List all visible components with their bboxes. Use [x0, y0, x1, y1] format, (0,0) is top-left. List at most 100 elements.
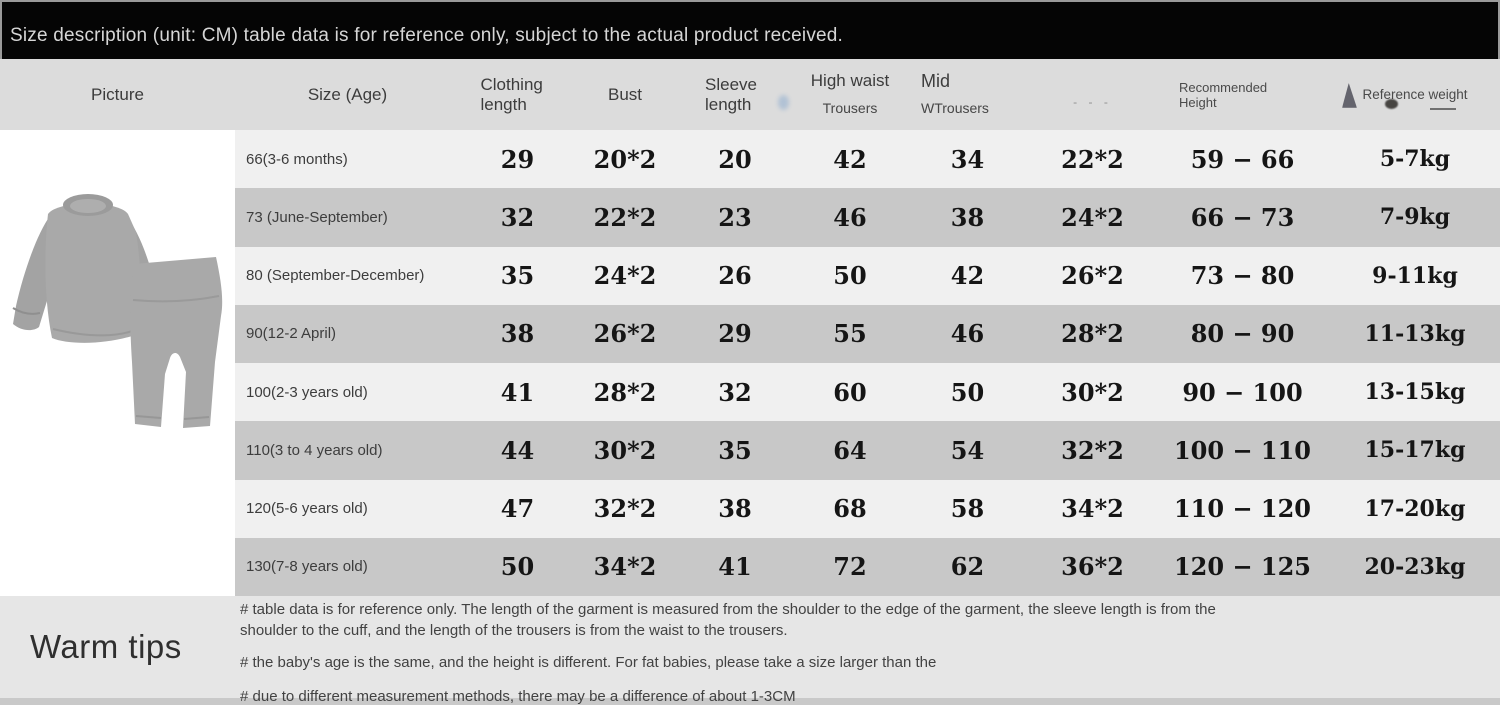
picture-column-cell — [0, 537, 235, 596]
unlabeled-value-cell: 34*2 — [1061, 494, 1124, 524]
mid-waist-trousers-cell: 34 — [950, 144, 985, 174]
bust-cell: 28*2 — [593, 377, 657, 407]
header-unlabeled-column: - - - — [1030, 59, 1155, 130]
warm-tips-title: Warm tips — [30, 628, 182, 665]
unlabeled-value-cell: 26*2 — [1061, 261, 1124, 291]
clothing-length-cell: 44 — [500, 435, 535, 465]
high-waist-trousers-cell: 72 — [833, 552, 867, 582]
header-recommended-height: Recommended Height — [1155, 59, 1330, 130]
header-recommended-height-label: Recommended Height — [1179, 79, 1268, 110]
high-waist-trousers-cell: 60 — [833, 377, 867, 407]
size-age-cell: 130(7-8 years old) — [246, 558, 368, 576]
warm-tip-item: # the baby's age is the same, and the he… — [240, 654, 937, 671]
clothing-length-cell: 35 — [500, 261, 535, 291]
sleeve-length-cell: 23 — [718, 202, 752, 232]
header-sleeve-length-label: Sleeve length — [705, 74, 757, 114]
header-clothing-length-label: Clothing length — [480, 74, 543, 114]
product-photo — [12, 194, 223, 428]
mid-waist-trousers-cell: 46 — [950, 319, 985, 349]
unlabeled-value-cell: 28*2 — [1061, 319, 1124, 349]
sleeve-length-cell: 38 — [718, 494, 752, 524]
reference-weight-cell: 7-9kg — [1379, 204, 1451, 231]
bust-cell: 24*2 — [593, 261, 657, 291]
header-high-waist-trousers: High waist Trousers — [795, 59, 905, 130]
reference-weight-cell: 20-23kg — [1364, 553, 1466, 580]
header-size-age: Size (Age) — [235, 59, 460, 130]
clothing-length-cell: 47 — [500, 494, 535, 524]
header-mid-label: Mid — [921, 71, 951, 91]
table-body: 66(3-6 months) 29 20*2 20 42 34 22*2 59 … — [0, 130, 1500, 596]
header-unlabeled-marks: - - - — [1073, 95, 1112, 109]
table-row: 66(3-6 months) 29 20*2 20 42 34 22*2 59 … — [0, 130, 1500, 189]
header-high-waist-label: High waist — [810, 71, 890, 90]
bust-cell: 30*2 — [593, 435, 657, 465]
smudge-artifact — [1342, 83, 1357, 108]
banner-text: Size description (unit: CM) table data i… — [10, 24, 844, 46]
unlabeled-value-cell: 32*2 — [1061, 435, 1124, 465]
header-reference-weight: Reference weight — [1330, 59, 1500, 130]
reference-weight-cell: 11-13kg — [1364, 320, 1466, 347]
sleeve-length-cell: 41 — [718, 552, 752, 582]
warm-tips-body: # table data is for reference only. The … — [235, 596, 1265, 705]
recommended-height-cell: 73 − 80 — [1190, 261, 1295, 291]
recommended-height-cell: 66 − 73 — [1190, 202, 1295, 232]
reference-weight-cell: 15-17kg — [1364, 437, 1466, 464]
clothing-length-cell: 50 — [500, 552, 535, 582]
warm-tip-item: # table data is for reference only. The … — [240, 601, 1216, 639]
banner: Size description (unit: CM) table data i… — [0, 0, 1500, 59]
sleeve-length-cell: 35 — [718, 435, 752, 465]
header-high-waist-sublabel: Trousers — [822, 100, 878, 116]
bottom-edge-strip — [0, 698, 1500, 705]
header-reference-weight-label: Reference weight — [1362, 86, 1468, 102]
mid-waist-trousers-cell: 62 — [950, 552, 985, 582]
size-age-cell: 66(3-6 months) — [246, 150, 348, 168]
mid-waist-trousers-cell: 38 — [950, 202, 985, 232]
header-bust: Bust — [575, 59, 675, 130]
header-bust-label: Bust — [607, 84, 643, 104]
header-clothing-length: Clothing length — [460, 59, 575, 130]
bust-cell: 22*2 — [593, 202, 657, 232]
recommended-height-cell: 100 − 110 — [1173, 435, 1311, 465]
unlabeled-value-cell: 30*2 — [1061, 377, 1124, 407]
header-mid-sublabel: WTrousers — [921, 100, 989, 116]
warm-tip-item: # due to different measurement methods, … — [240, 688, 796, 705]
clothing-length-cell: 32 — [500, 202, 535, 232]
header-mid-waist-trousers: Mid WTrousers — [905, 59, 1030, 130]
header-sleeve-length: Sleeve length — [675, 59, 795, 130]
reference-weight-cell: 5-7kg — [1379, 146, 1451, 173]
recommended-height-cell: 110 − 120 — [1173, 494, 1311, 524]
high-waist-trousers-cell: 42 — [833, 144, 867, 174]
bust-cell: 26*2 — [593, 319, 657, 349]
size-age-cell: 110(3 to 4 years old) — [246, 441, 383, 459]
high-waist-trousers-cell: 68 — [833, 494, 867, 524]
recommended-height-cell: 80 − 90 — [1190, 319, 1295, 349]
recommended-height-cell: 90 − 100 — [1182, 377, 1303, 407]
size-age-cell: 90(12-2 April) — [246, 325, 337, 343]
smudge-artifact — [1430, 108, 1456, 110]
size-age-cell: 73 (June-September) — [246, 208, 388, 226]
picture-column-cell — [0, 421, 235, 480]
mid-waist-trousers-cell: 54 — [950, 435, 985, 465]
warm-tips-section: Warm tips # table data is for reference … — [0, 596, 1500, 705]
header-picture: Picture — [0, 59, 235, 130]
table-row: 130(7-8 years old) 50 34*2 41 72 62 36*2… — [0, 537, 1500, 596]
bust-cell: 32*2 — [593, 494, 657, 524]
bust-cell: 34*2 — [593, 552, 657, 582]
picture-column-cell — [0, 130, 235, 189]
table-row: 110(3 to 4 years old) 44 30*2 35 64 54 3… — [0, 421, 1500, 480]
header-size-age-label: Size (Age) — [307, 84, 388, 104]
high-waist-trousers-cell: 64 — [833, 435, 867, 465]
table-row: 120(5-6 years old) 47 32*2 38 68 58 34*2… — [0, 479, 1500, 538]
high-waist-trousers-cell: 55 — [833, 319, 867, 349]
unlabeled-value-cell: 36*2 — [1061, 552, 1124, 582]
clothing-length-cell: 41 — [500, 377, 535, 407]
sleeve-length-cell: 26 — [718, 261, 752, 291]
recommended-height-cell: 120 − 125 — [1173, 552, 1311, 582]
reference-weight-cell: 9-11kg — [1372, 262, 1458, 289]
unlabeled-value-cell: 22*2 — [1061, 144, 1124, 174]
clothing-length-cell: 29 — [500, 144, 535, 174]
unlabeled-value-cell: 24*2 — [1061, 202, 1124, 232]
size-age-cell: 80 (September-December) — [246, 267, 425, 285]
bust-cell: 20*2 — [593, 144, 657, 174]
